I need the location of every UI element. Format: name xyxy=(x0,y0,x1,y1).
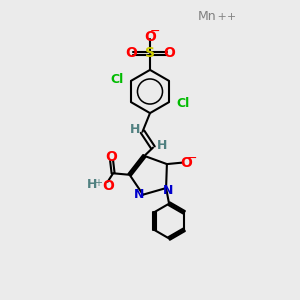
Text: H: H xyxy=(87,178,97,191)
Text: −: − xyxy=(186,152,197,165)
Text: +: + xyxy=(94,178,102,188)
Text: N: N xyxy=(163,184,174,197)
Text: O: O xyxy=(144,30,156,44)
Text: O: O xyxy=(180,156,192,170)
Text: H: H xyxy=(130,123,140,136)
Text: O: O xyxy=(106,150,118,164)
Text: O: O xyxy=(125,46,137,60)
Text: O: O xyxy=(102,179,114,193)
Text: Cl: Cl xyxy=(176,97,190,110)
Text: N: N xyxy=(134,188,145,201)
Text: ++: ++ xyxy=(214,11,237,22)
Text: −: − xyxy=(150,25,161,38)
Text: H: H xyxy=(157,139,167,152)
Text: Mn: Mn xyxy=(198,10,217,23)
Text: O: O xyxy=(163,46,175,60)
Text: S: S xyxy=(145,46,155,60)
Text: Cl: Cl xyxy=(110,73,124,86)
